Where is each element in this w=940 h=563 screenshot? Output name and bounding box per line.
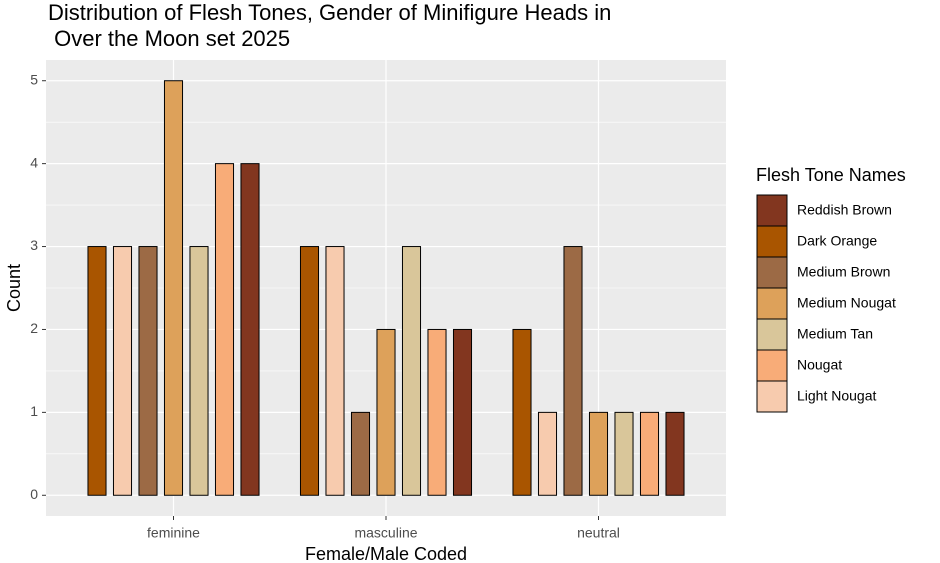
legend-swatch [756,194,788,227]
y-tick-label: 3 [30,237,38,253]
bar [376,328,396,496]
bar [639,411,660,496]
legend-label: Nougat [797,357,842,373]
bar [512,328,532,496]
bar [614,411,634,496]
chart-title: Distribution of Flesh Tones, Gender of M… [48,0,611,25]
legend-label: Light Nougat [797,388,877,404]
bar [588,411,609,496]
legend-swatch [756,318,788,351]
bar [87,246,107,496]
x-tick-label: neutral [577,525,620,541]
legend-label: Dark Orange [797,233,877,249]
bar [427,328,447,496]
bar [665,411,685,496]
y-tick-label: 0 [30,486,38,502]
legend-title: Flesh Tone Names [756,165,906,185]
legend-label: Reddish Brown [797,202,892,218]
x-tick-label: masculine [354,525,417,541]
bar [299,246,320,496]
legend-label: Medium Nougat [797,295,896,311]
legend-swatch [756,349,788,382]
legend-label: Medium Brown [797,264,890,280]
y-tick-label: 4 [30,154,38,170]
legend-label: Medium Tan [797,326,873,342]
bar [138,246,158,496]
bar [537,411,558,496]
bar [401,246,422,496]
bar [325,246,345,496]
y-tick-label: 2 [30,320,38,336]
y-tick-label: 5 [30,71,38,87]
x-tick-label: feminine [147,525,200,541]
chart-title: Over the Moon set 2025 [48,26,290,51]
bar [350,411,371,496]
bar [189,246,209,496]
x-axis-label: Female/Male Coded [305,544,467,563]
bar [214,163,235,496]
bar [163,80,184,496]
y-axis-label: Count [4,264,24,312]
legend-swatch [756,287,788,320]
bar [452,328,473,496]
legend-swatch [756,256,788,289]
bar [112,246,133,496]
legend-swatch [756,380,788,413]
bar [240,163,260,496]
bar [563,246,583,496]
y-tick-label: 1 [30,403,38,419]
legend-swatch [756,225,788,258]
